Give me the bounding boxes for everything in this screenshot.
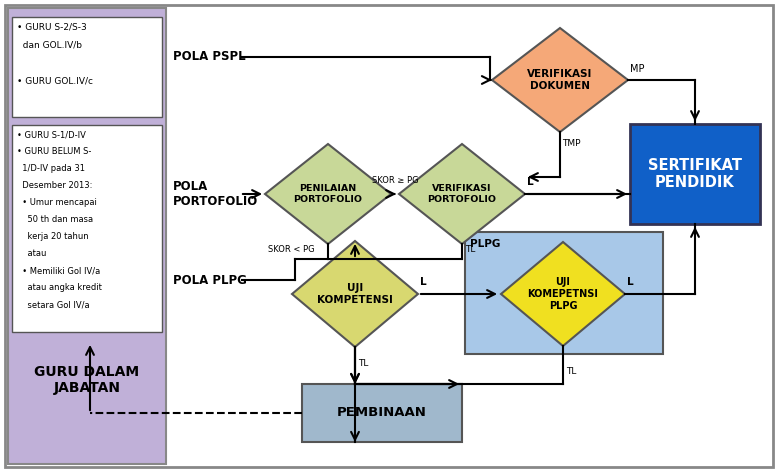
Bar: [302, 384, 462, 442]
Text: 50 th dan masa: 50 th dan masa: [17, 215, 93, 224]
Text: atau angka kredit: atau angka kredit: [17, 283, 102, 292]
Text: POLA PLPG: POLA PLPG: [173, 273, 247, 287]
Text: • GURU GOL.IV/c: • GURU GOL.IV/c: [17, 76, 93, 85]
Text: L: L: [420, 277, 426, 287]
Text: VERIFIKASI
DOKUMEN: VERIFIKASI DOKUMEN: [527, 69, 593, 91]
Bar: [465, 232, 663, 354]
Text: L: L: [527, 177, 534, 187]
Text: L: L: [627, 277, 633, 287]
Text: dan GOL.IV/b: dan GOL.IV/b: [17, 40, 82, 49]
Text: TL: TL: [358, 360, 368, 369]
Text: • GURU BELUM S-: • GURU BELUM S-: [17, 147, 91, 156]
Text: TMP: TMP: [562, 140, 580, 149]
Text: • GURU S-2/S-3: • GURU S-2/S-3: [17, 22, 87, 31]
Text: setara Gol IV/a: setara Gol IV/a: [17, 300, 89, 309]
Text: POLA
PORTOFOLIO: POLA PORTOFOLIO: [173, 180, 258, 208]
Text: TL: TL: [566, 368, 576, 377]
Polygon shape: [492, 28, 628, 132]
Text: PEMBINAAN: PEMBINAAN: [337, 406, 427, 420]
Text: • Memiliki Gol IV/a: • Memiliki Gol IV/a: [17, 266, 100, 275]
Text: • Umur mencapai: • Umur mencapai: [17, 198, 97, 207]
Text: SKOR < PG: SKOR < PG: [268, 245, 315, 254]
Bar: [12, 125, 162, 332]
Text: UJI
KOMPETENSI: UJI KOMPETENSI: [317, 283, 393, 305]
Polygon shape: [501, 242, 625, 346]
Polygon shape: [292, 241, 418, 347]
Text: PLPG: PLPG: [470, 239, 500, 249]
Text: Desember 2013:: Desember 2013:: [17, 181, 93, 190]
Text: TL: TL: [465, 245, 475, 254]
Text: atau: atau: [17, 249, 47, 258]
Bar: [12, 17, 162, 117]
Text: kerja 20 tahun: kerja 20 tahun: [17, 232, 89, 241]
Bar: [630, 124, 760, 224]
Bar: [8, 8, 166, 464]
Text: • GURU S-1/D-IV: • GURU S-1/D-IV: [17, 130, 86, 139]
Text: GURU DALAM
JABATAN: GURU DALAM JABATAN: [34, 365, 139, 395]
Text: SKOR ≥ PG: SKOR ≥ PG: [372, 176, 419, 185]
Text: UJI
KOMEPETNSI
PLPG: UJI KOMEPETNSI PLPG: [527, 278, 598, 311]
Text: SERTIFIKAT
PENDIDIK: SERTIFIKAT PENDIDIK: [648, 158, 742, 190]
Text: POLA PSPL: POLA PSPL: [173, 51, 246, 64]
Polygon shape: [265, 144, 391, 244]
Text: 1/D-IV pada 31: 1/D-IV pada 31: [17, 164, 85, 173]
Polygon shape: [399, 144, 525, 244]
Text: PENILAIAN
PORTOFOLIO: PENILAIAN PORTOFOLIO: [293, 184, 363, 204]
Text: MP: MP: [630, 64, 644, 74]
Text: VERIFIKASI
PORTOFOLIO: VERIFIKASI PORTOFOLIO: [427, 184, 496, 204]
